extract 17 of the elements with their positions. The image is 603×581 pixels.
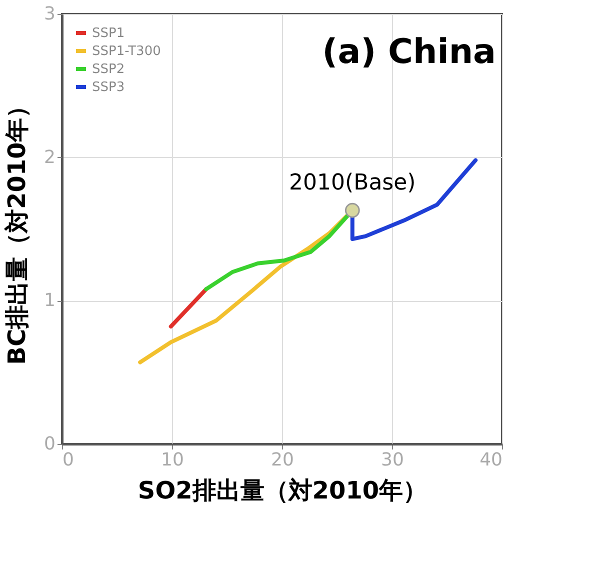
legend-label: SSP1 — [92, 26, 125, 41]
y-tick-label: 1 — [44, 290, 56, 312]
y-axis-title: BC排出量（対2010年） — [3, 94, 32, 365]
legend-label: SSP2 — [92, 62, 125, 77]
y-tick-label: 3 — [44, 4, 56, 24]
y-tick-label: 0 — [44, 434, 56, 454]
x-axis-title: SO2排出量（対2010年） — [138, 476, 428, 504]
x-tick-label: 0 — [62, 450, 74, 470]
annotation: 2010(Base) — [289, 170, 416, 196]
legend-label: SSP3 — [92, 80, 125, 95]
y-tick-label: 2 — [44, 146, 56, 168]
legend-label: SSP1-T300 — [92, 44, 161, 59]
x-tick-label: 20 — [271, 450, 294, 470]
x-tick-label: 10 — [161, 450, 184, 470]
x-tick-label: 30 — [381, 450, 404, 470]
x-tick-label: 40 — [480, 450, 502, 470]
text: (a) China — [322, 32, 496, 72]
